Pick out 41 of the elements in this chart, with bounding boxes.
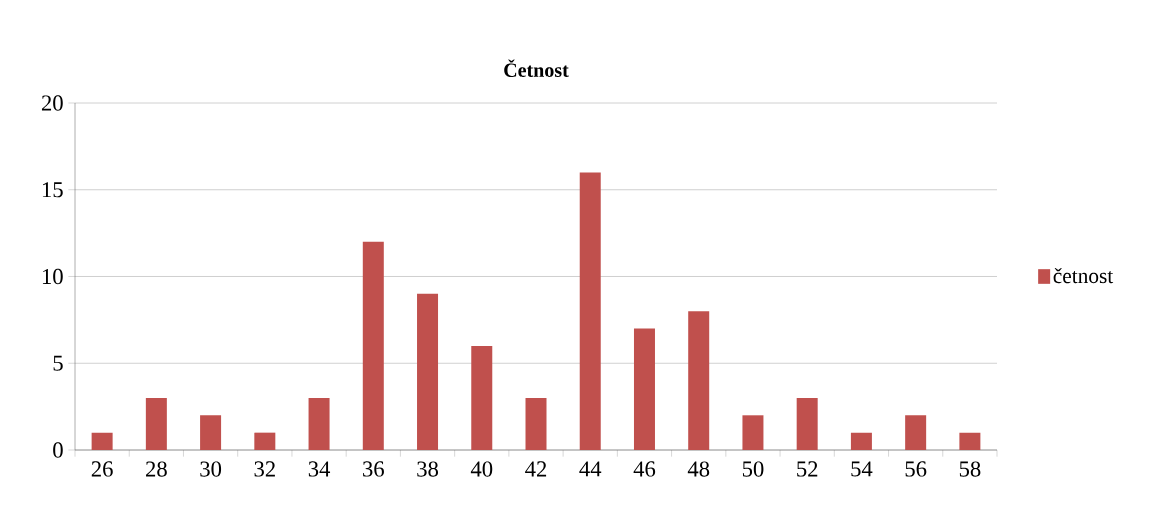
bar	[959, 432, 981, 450]
bar	[471, 345, 493, 450]
bar	[905, 415, 927, 450]
y-tick-label: 15	[42, 182, 63, 198]
x-tick-label: 50	[742, 461, 764, 477]
x-tick-label: 28	[146, 461, 167, 477]
chart-title: Četnost	[504, 59, 569, 77]
bar	[525, 397, 547, 450]
x-tick-label: 48	[687, 461, 710, 477]
bar	[91, 432, 113, 450]
y-tick-label: 10	[42, 268, 63, 285]
x-tick-label: 42	[525, 461, 547, 477]
bar	[850, 432, 872, 450]
x-tick-label: 58	[959, 461, 981, 477]
bar	[254, 432, 276, 450]
x-tick-label: 36	[363, 461, 384, 477]
x-tick-label: 46	[633, 461, 656, 477]
x-tick-label: 26	[91, 461, 113, 477]
bar	[362, 241, 384, 450]
y-tick-label: 5	[53, 355, 63, 371]
bar	[688, 311, 710, 450]
bar	[742, 415, 764, 450]
y-tick-label: 20	[41, 95, 63, 111]
legend-label: četnost	[1053, 268, 1114, 284]
bar	[633, 328, 655, 450]
x-tick-label: 32	[254, 461, 275, 477]
x-tick-label: 44	[579, 461, 602, 477]
x-tick-label: 40	[470, 461, 493, 477]
bar	[308, 397, 330, 450]
x-tick-label: 56	[905, 461, 927, 477]
bar	[417, 293, 439, 450]
x-tick-label: 34	[308, 461, 331, 477]
x-tick-label: 30	[200, 461, 222, 477]
x-tick-label: 38	[417, 461, 439, 477]
x-tick-label: 54	[851, 461, 873, 477]
bar	[796, 397, 818, 450]
bar	[200, 415, 222, 450]
bar	[579, 172, 601, 450]
y-tick-label: 0	[53, 442, 63, 458]
x-tick-label: 52	[797, 461, 818, 477]
bar	[145, 397, 167, 450]
